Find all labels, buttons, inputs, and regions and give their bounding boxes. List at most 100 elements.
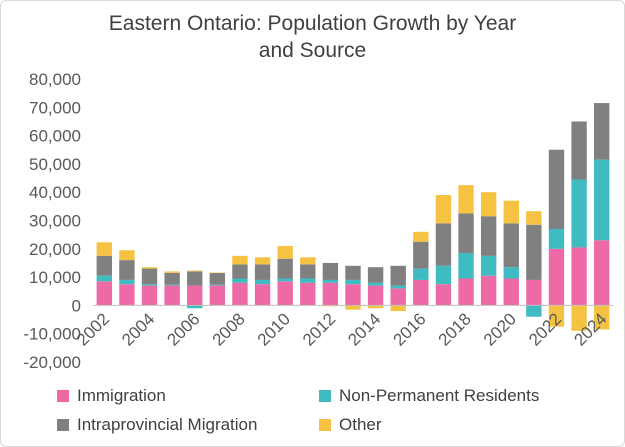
- bar-segment-non-permanent-residents-2012: [322, 279, 339, 283]
- bar-segment-immigration-2009: [254, 284, 271, 306]
- chart-title-line-2: and Source: [258, 39, 367, 62]
- x-tick-label: 2012: [299, 309, 339, 349]
- bar-segment-immigration-2022: [548, 248, 565, 306]
- bar-segment-other-2019: [480, 192, 497, 217]
- bar-segment-intraprovincial-migration-2022: [548, 149, 565, 229]
- bar-segment-immigration-2012: [322, 282, 339, 306]
- bar-segment-non-permanent-residents-2018: [458, 253, 474, 279]
- y-tick-label: 50,000: [29, 155, 81, 174]
- bar-segment-other-2003: [119, 250, 135, 261]
- bar-segment-intraprovincial-migration-2016: [413, 241, 429, 269]
- bar-segment-non-permanent-residents-2013: [345, 279, 361, 285]
- y-tick-label: 60,000: [29, 127, 81, 146]
- bar-segment-immigration-2023: [571, 247, 587, 306]
- bar-segment-immigration-2010: [277, 281, 293, 306]
- bar-segment-other-2002: [96, 242, 112, 256]
- y-tick-label: 70,000: [29, 98, 81, 117]
- bar-segment-immigration-2004: [141, 285, 158, 306]
- y-tick-label: 20,000: [29, 240, 81, 259]
- bar-segment-immigration-2011: [300, 282, 316, 306]
- bar-segment-non-permanent-residents-2009: [254, 279, 271, 285]
- bar-segment-intraprovincial-migration-2020: [503, 223, 519, 268]
- bar-segment-intraprovincial-migration-2023: [571, 121, 587, 180]
- bar-segment-non-permanent-residents-2023: [571, 179, 587, 248]
- bar-segment-intraprovincial-migration-2012: [322, 262, 339, 280]
- bar-segment-other-2020: [503, 200, 519, 224]
- x-tick-label: 2010: [254, 309, 294, 349]
- bar-segment-intraprovincial-migration-2006: [187, 271, 203, 286]
- bar-segment-immigration-2019: [480, 275, 497, 306]
- bar-segment-non-permanent-residents-2019: [480, 255, 497, 276]
- x-tick-label: 2008: [209, 309, 249, 349]
- bar-segment-non-permanent-residents-2011: [300, 278, 316, 283]
- bar-segment-non-permanent-residents-2010: [277, 278, 293, 282]
- x-tick-label: 2004: [118, 309, 158, 349]
- bar-segment-non-permanent-residents-2022: [548, 228, 565, 249]
- bar-segment-intraprovincial-migration-2024: [594, 103, 610, 160]
- bar-segment-immigration-2017: [435, 284, 452, 306]
- bar-segment-immigration-2008: [232, 282, 248, 306]
- bar-segment-intraprovincial-migration-2009: [254, 264, 271, 280]
- bar-segment-other-2005: [164, 271, 180, 273]
- y-tick-label: 30,000: [29, 212, 81, 231]
- bar-segment-other-2013: [345, 305, 361, 310]
- bar-segment-non-permanent-residents-2003: [119, 279, 135, 285]
- bar-segment-immigration-2013: [345, 284, 361, 306]
- bar-segment-non-permanent-residents-2020: [503, 267, 519, 279]
- bar-segment-intraprovincial-migration-2021: [526, 224, 542, 280]
- bar-segment-other-2024: [594, 305, 610, 330]
- x-tick-label: 2016: [389, 309, 429, 349]
- bar-segment-non-permanent-residents-2007: [209, 284, 226, 286]
- bar-segment-other-2009: [254, 257, 271, 265]
- bar-segment-non-permanent-residents-2005: [164, 284, 180, 286]
- bar-segment-immigration-2016: [413, 279, 429, 306]
- bar-segment-other-2010: [277, 245, 293, 259]
- y-tick-label: -20,000: [23, 353, 81, 372]
- bar-segment-other-2007: [209, 272, 226, 274]
- bar-segment-immigration-2006: [187, 285, 203, 306]
- bar-segment-immigration-2007: [209, 285, 226, 306]
- bar-segment-non-permanent-residents-2016: [413, 268, 429, 280]
- bar-segment-other-2004: [141, 267, 158, 269]
- x-tick-label: 2020: [480, 309, 520, 349]
- bar-segment-other-2011: [300, 257, 316, 265]
- x-tick-label: 2018: [435, 309, 475, 349]
- bar-segment-immigration-2018: [458, 278, 474, 306]
- bar-segment-intraprovincial-migration-2005: [164, 272, 180, 285]
- bar-segment-intraprovincial-migration-2011: [300, 264, 316, 279]
- chart-title: Eastern Ontario: Population Growth by Ye…: [0, 10, 625, 64]
- bar-segment-non-permanent-residents-2002: [96, 275, 112, 282]
- x-tick-label: 2014: [344, 309, 384, 349]
- x-tick-label: 2006: [163, 309, 203, 349]
- bar-segment-intraprovincial-migration-2007: [209, 272, 226, 285]
- y-tick-label: 10,000: [29, 268, 81, 287]
- bar-segment-intraprovincial-migration-2019: [480, 216, 497, 256]
- chart-title-line-1: Eastern Ontario: Population Growth by Ye…: [108, 12, 517, 35]
- bar-segment-other-2023: [571, 305, 587, 331]
- y-tick-label: 80,000: [29, 70, 81, 89]
- bar-segment-intraprovincial-migration-2013: [345, 265, 361, 280]
- bar-segment-intraprovincial-migration-2017: [435, 223, 452, 266]
- bar-segment-other-2018: [458, 185, 474, 214]
- bar-segment-immigration-2002: [96, 281, 112, 306]
- bar-segment-non-permanent-residents-2021: [526, 305, 542, 317]
- y-tick-label: 40,000: [29, 183, 81, 202]
- bar-segment-immigration-2005: [164, 285, 180, 306]
- bar-segment-immigration-2015: [390, 288, 406, 306]
- bar-segment-other-2022: [548, 305, 565, 327]
- bar-segment-non-permanent-residents-2006: [187, 305, 203, 309]
- bar-segment-immigration-2003: [119, 284, 135, 306]
- bar-segment-immigration-2014: [367, 285, 384, 306]
- bar-segment-other-2008: [232, 255, 248, 265]
- x-tick-label: 2002: [73, 309, 113, 349]
- bar-segment-intraprovincial-migration-2018: [458, 213, 474, 254]
- bar-segment-immigration-2024: [594, 240, 610, 306]
- bar-segment-intraprovincial-migration-2014: [367, 267, 384, 283]
- y-tick-label: -10,000: [23, 325, 81, 344]
- bar-segment-non-permanent-residents-2004: [141, 284, 158, 286]
- bar-segment-immigration-2020: [503, 278, 519, 306]
- y-tick-label: 0: [72, 296, 81, 315]
- bar-segment-other-2006: [187, 270, 203, 272]
- bar-segment-intraprovincial-migration-2010: [277, 258, 293, 279]
